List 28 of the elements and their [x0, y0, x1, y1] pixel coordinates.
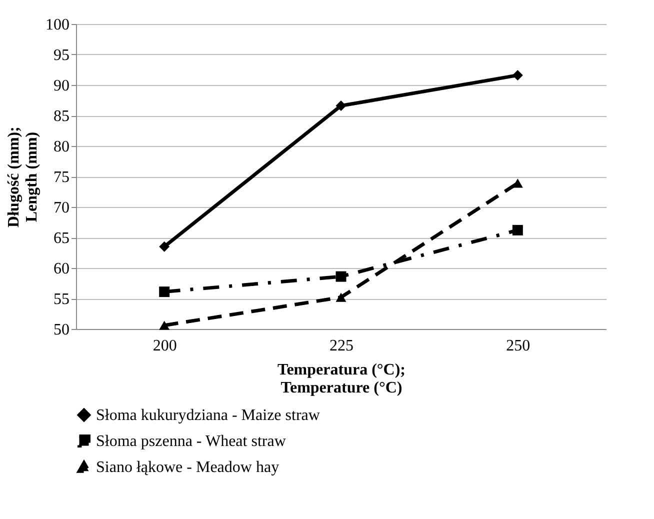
x-tick-label: 200 [152, 338, 177, 354]
x-tick-label: 250 [506, 338, 530, 354]
y-tick-label: 95 [54, 47, 70, 64]
x-tick-label: 225 [330, 338, 354, 354]
y-tick-label: 65 [54, 230, 70, 247]
point [336, 292, 346, 302]
x-axis-title: Temperatura (°C); Temperature (°C) [278, 362, 406, 396]
y-tick-label: 60 [54, 260, 70, 278]
y-tick-label: 75 [54, 169, 70, 186]
legend-label: Siano łąkowe - Meadow hay [96, 459, 280, 476]
point [336, 100, 346, 111]
y-axis-title: Długość (mm); Length (mm) [6, 126, 40, 228]
point [159, 320, 170, 330]
point [159, 241, 170, 252]
y-tick-label: 55 [54, 291, 70, 308]
y-tick-label: 70 [54, 200, 70, 216]
y-tick-label: 100 [46, 16, 70, 34]
legend-label: Słoma kukurydziana - Maize straw [96, 407, 320, 424]
y-tick-label: 85 [54, 108, 70, 125]
point [512, 178, 523, 188]
y-tick-label: 90 [54, 78, 70, 94]
point [336, 271, 346, 282]
legend-label: Słoma pszenna - Wheat straw [96, 433, 286, 450]
y-tick-label: 50 [54, 322, 70, 338]
point [512, 224, 523, 236]
point [159, 286, 170, 298]
y-tick-label: 80 [54, 138, 70, 156]
point [512, 70, 523, 80]
